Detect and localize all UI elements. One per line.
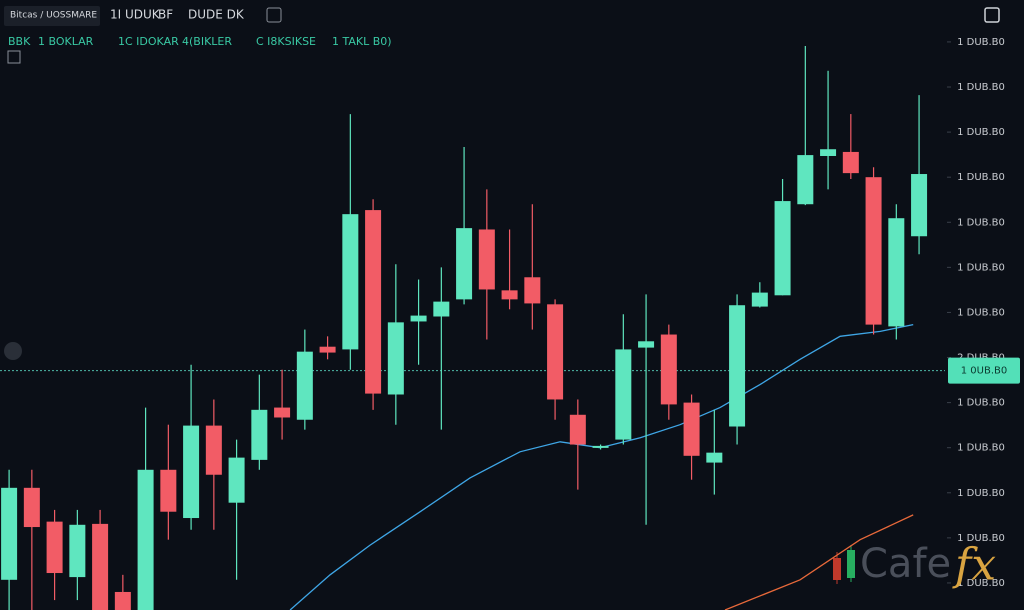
tool-icon[interactable] xyxy=(4,342,22,360)
candle-body xyxy=(660,334,677,405)
candle-body xyxy=(114,591,131,610)
candle-body xyxy=(524,277,541,304)
y-tick-label: 1 DUB.B0 xyxy=(957,307,1005,318)
candle-body xyxy=(683,402,700,456)
candle-body xyxy=(842,151,859,174)
candle-body xyxy=(46,521,63,574)
candle-body xyxy=(865,177,882,325)
y-tick-label: 1 DUB.B0 xyxy=(957,127,1005,138)
header-text: 1I UDUK xyxy=(110,8,161,22)
last-price-label: 1 0UB.B0 xyxy=(961,366,1007,377)
candle-body xyxy=(137,469,154,610)
indicator-legend: 4(BIKLER xyxy=(182,35,232,48)
toggle-icon[interactable] xyxy=(7,50,21,64)
candle-body xyxy=(547,304,564,400)
candle-body xyxy=(92,523,109,610)
candle-body xyxy=(797,155,814,205)
y-tick-label: 1 DUB.B0 xyxy=(957,217,1005,228)
candle-body xyxy=(69,524,86,578)
candle-body xyxy=(569,414,586,445)
candle-body xyxy=(274,407,291,418)
last-price-box xyxy=(948,357,1020,384)
indicator-legend: BBK xyxy=(8,35,31,48)
y-tick-label: 1 DUB.B0 xyxy=(957,37,1005,48)
candle-body xyxy=(592,445,609,448)
y-tick-label: 1 DUB.B0 xyxy=(957,533,1005,544)
candle-body xyxy=(23,487,40,528)
candle-body xyxy=(1,487,18,580)
candle-body xyxy=(729,305,746,427)
indicator-legend: 1 BOKLAR xyxy=(38,35,94,48)
moving-average xyxy=(289,323,914,610)
candle-body xyxy=(319,346,336,353)
candle-body xyxy=(410,315,427,322)
candle-body xyxy=(387,322,404,395)
layout-icon[interactable] xyxy=(266,7,282,23)
indicator-legend: C I8KSIKSE xyxy=(256,35,316,48)
y-tick-label: 1 DUB.B0 xyxy=(957,172,1005,183)
indicator-legend: 1 TAKL B0) xyxy=(332,35,392,48)
candle-body xyxy=(888,218,905,327)
candle-body xyxy=(251,409,268,460)
watermark-text: Cafe xyxy=(860,541,951,587)
moving-average xyxy=(724,514,914,610)
candle-body xyxy=(911,174,928,237)
header-text: DUDE DK xyxy=(188,8,245,22)
candle-body xyxy=(615,349,632,440)
candle-body xyxy=(478,229,495,290)
y-tick-label: 1 DUB.B0 xyxy=(957,262,1005,273)
candle-body xyxy=(205,425,222,475)
y-tick-label: 1 DUB.B0 xyxy=(957,398,1005,409)
watermark-icon xyxy=(833,545,855,584)
candle-body xyxy=(820,149,837,156)
candle-body xyxy=(456,228,473,300)
candle-body xyxy=(706,452,723,463)
indicator-legend: 1C IDOKAR xyxy=(118,35,179,48)
candle-body xyxy=(774,201,791,296)
candle-body xyxy=(751,292,768,307)
candle-body xyxy=(638,341,655,348)
candle-body xyxy=(183,425,200,519)
y-tick-label: 1 DUB.B0 xyxy=(957,488,1005,499)
header-text: Bitcas / UOSSMARE xyxy=(10,11,97,21)
candle-body xyxy=(160,469,177,512)
watermark-accent: fx xyxy=(952,540,996,591)
y-tick-label: 1 DUB.B0 xyxy=(957,578,1005,589)
candle-body xyxy=(365,210,382,394)
header-text: BF xyxy=(158,8,173,22)
candle-body xyxy=(296,351,313,420)
candle-body xyxy=(501,290,518,300)
candle-body xyxy=(342,214,359,350)
y-tick-label: 1 DUB.B0 xyxy=(957,82,1005,93)
candle-body xyxy=(228,457,245,503)
candle-body xyxy=(433,301,450,317)
menu-icon[interactable] xyxy=(984,7,1000,23)
symbol-box[interactable] xyxy=(4,6,100,26)
y-tick-label: 1 DUB.B0 xyxy=(957,443,1005,454)
